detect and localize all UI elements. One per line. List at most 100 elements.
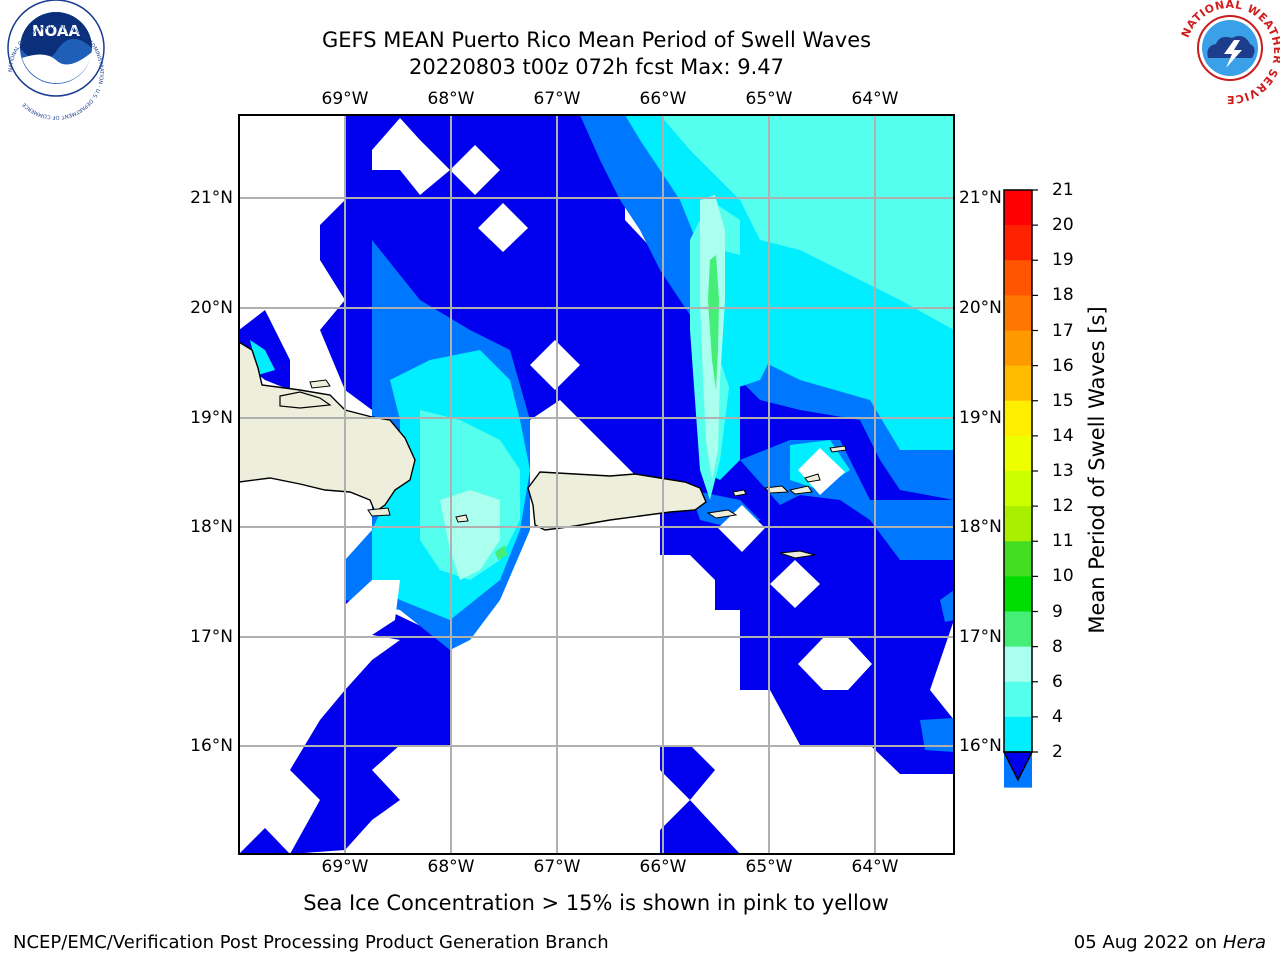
nodata-gap — [372, 118, 450, 195]
lat-tick-right: 18°N — [959, 517, 1002, 537]
lon-tick-top: 64°W — [851, 89, 899, 109]
colorbar-swatch — [1004, 260, 1032, 296]
lon-tick-bottom: 68°W — [427, 857, 475, 877]
colorbar-label: 15 — [1052, 390, 1074, 411]
lat-tick-left: 19°N — [190, 408, 233, 428]
colorbar-label: 16 — [1052, 355, 1074, 376]
nodata-gap — [718, 505, 765, 552]
colorbar-label: 10 — [1052, 566, 1074, 587]
colorbar-swatch — [1004, 365, 1032, 402]
lat-tick-left: 20°N — [190, 298, 233, 318]
colorbar-label: 19 — [1052, 250, 1074, 271]
footer-date-text: 05 Aug 2022 on — [1073, 932, 1218, 953]
lat-tick-right: 21°N — [959, 188, 1002, 208]
colorbar-swatch — [1004, 400, 1032, 437]
colorbar-swatch — [1004, 225, 1032, 261]
nodata-gap — [345, 580, 400, 640]
culebra-island — [732, 489, 747, 497]
nws-logo: NATIONAL WEATHER SERVICE — [1179, 0, 1280, 106]
nodata-gap — [798, 448, 845, 495]
lat-tick-left: 18°N — [190, 517, 233, 537]
colorbar-label: 2 — [1052, 742, 1063, 762]
swell-band-10-11-mona — [495, 545, 507, 560]
swell-band-9-10-mona — [440, 490, 500, 580]
colorbar-label: 8 — [1052, 636, 1063, 657]
colorbar-label: 9 — [1052, 601, 1063, 622]
st-croix-island — [779, 550, 816, 559]
swell-band-4-6-se — [920, 718, 954, 752]
lon-tick-top: 67°W — [533, 89, 581, 109]
footer-credit: NCEP/EMC/Verification Post Processing Pr… — [13, 932, 609, 953]
colorbar — [1002, 189, 1038, 788]
lon-tick-bottom: 69°W — [321, 857, 369, 877]
swell-band-4-6-se2 — [940, 590, 954, 622]
colorbar-swatch — [1004, 541, 1032, 577]
anegada-island — [829, 445, 847, 453]
lat-tick-right: 20°N — [959, 298, 1002, 318]
swell-band-10-11-plume — [708, 255, 719, 390]
lon-tick-bottom: 65°W — [745, 857, 793, 877]
footer-machine: Hera — [1222, 932, 1266, 953]
caption: Sea Ice Concentration > 15% is shown in … — [303, 891, 889, 915]
lon-tick-top: 68°W — [427, 89, 475, 109]
colorbar-label: 18 — [1052, 285, 1074, 306]
swell-band-2-4-southeast — [660, 745, 740, 854]
colorbar-swatch — [1004, 506, 1032, 542]
noaa-logo-text: NOAA — [32, 22, 81, 40]
swell-band-2-4-south — [290, 590, 450, 854]
colorbar-swatch — [1004, 716, 1032, 753]
colorbar-swatch — [1004, 576, 1032, 612]
map-frame — [238, 114, 955, 855]
lon-tick-bottom: 66°W — [639, 857, 687, 877]
puerto-rico-land — [527, 471, 707, 531]
colorbar-label: 21 — [1052, 180, 1074, 200]
swell-band-2-4 — [320, 115, 954, 774]
mona-island — [455, 514, 469, 523]
virgin-islands-2 — [788, 485, 813, 495]
lon-tick-top: 66°W — [639, 89, 687, 109]
lat-tick-left: 21°N — [190, 188, 233, 208]
colorbar-swatch — [1004, 330, 1032, 367]
chart-subtitle: 20220803 t00z 072h fcst Max: 9.47 — [409, 55, 784, 79]
colorbar-label: 14 — [1052, 425, 1074, 446]
colorbar-label: 6 — [1052, 671, 1063, 692]
lat-tick-left: 16°N — [190, 736, 233, 756]
map-area — [239, 115, 954, 854]
colorbar-label: 20 — [1052, 215, 1074, 236]
nodata-gap — [770, 560, 820, 608]
tortuga-island — [309, 379, 331, 389]
swell-band-8-9 — [660, 115, 954, 330]
colorbar-label: 4 — [1052, 706, 1063, 727]
virgin-islands-3 — [804, 473, 821, 483]
lat-tick-right: 19°N — [959, 408, 1002, 428]
lat-tick-right: 16°N — [959, 736, 1002, 756]
colorbar-label: 12 — [1052, 496, 1074, 517]
vieques-island — [706, 509, 738, 519]
lon-tick-top: 65°W — [745, 89, 793, 109]
hispaniola-peninsula — [279, 391, 332, 409]
colorbar-title: Mean Period of Swell Waves [s] — [1085, 306, 1109, 634]
noaa-logo: NOAA NATIONAL OCEANIC AND ATMOSPHERIC AD… — [7, 0, 105, 120]
colorbar-label: 17 — [1052, 320, 1074, 341]
colorbar-swatch — [1004, 471, 1032, 507]
hispaniola-land — [239, 341, 416, 514]
gridlines — [239, 115, 954, 854]
nodata-gap — [478, 203, 528, 252]
saona-island — [367, 507, 391, 517]
colorbar-swatch — [1004, 190, 1032, 226]
lat-tick-left: 17°N — [190, 627, 233, 647]
colorbar-label: 13 — [1052, 461, 1074, 481]
lon-tick-top: 69°W — [321, 89, 369, 109]
lon-tick-bottom: 64°W — [851, 857, 899, 877]
nodata-gap — [798, 638, 872, 690]
footer-date: 05 Aug 2022 on Hera — [1074, 932, 1266, 953]
nodata-gap — [530, 340, 580, 390]
colorbar-swatch — [1004, 681, 1032, 718]
colorbar-swatch — [1004, 646, 1032, 683]
swell-band-2-4-sw — [239, 828, 290, 854]
lat-tick-right: 17°N — [959, 627, 1002, 647]
chart-title: GEFS MEAN Puerto Rico Mean Period of Swe… — [321, 28, 872, 52]
lon-tick-bottom: 67°W — [533, 857, 581, 877]
colorbar-swatch — [1004, 295, 1032, 331]
